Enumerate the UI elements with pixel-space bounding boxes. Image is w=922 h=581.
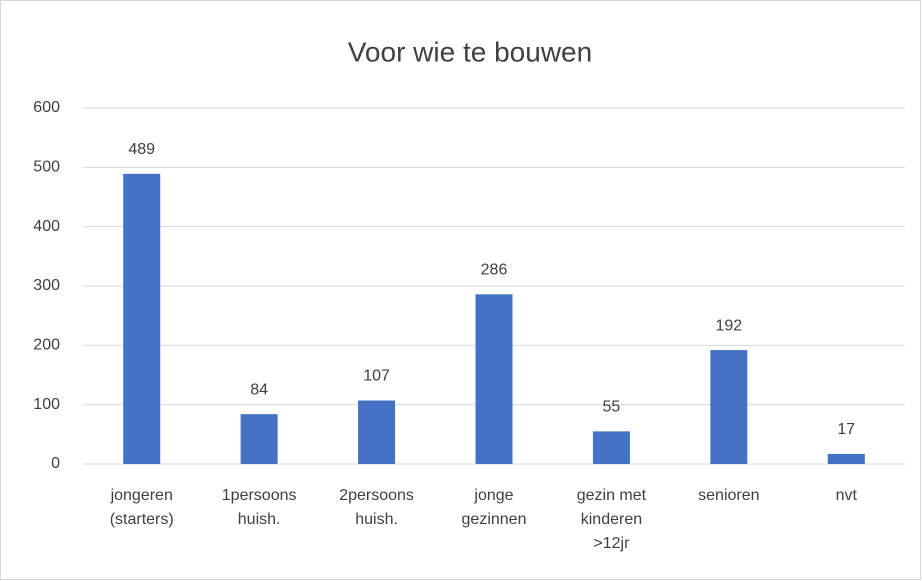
- x-tick-label: jonge gezinnen: [462, 487, 527, 528]
- x-tick-label: 2persoons huish.: [339, 487, 414, 528]
- x-tick-label: senioren: [698, 487, 759, 504]
- x-tick-label: 1persoons huish.: [222, 487, 297, 528]
- data-label: 489: [128, 141, 155, 158]
- x-tick-label: nvt: [836, 487, 858, 504]
- bar: [358, 400, 396, 464]
- data-label: 17: [837, 421, 855, 438]
- y-tick-label: 400: [33, 218, 60, 235]
- data-label: 286: [481, 262, 508, 279]
- data-label: 84: [250, 381, 268, 398]
- y-tick-label: 200: [33, 337, 60, 354]
- y-tick-label: 600: [33, 99, 60, 116]
- bar: [710, 350, 748, 464]
- bar: [592, 431, 630, 464]
- bar: [827, 453, 865, 464]
- chart-title: Voor wie te bouwen: [348, 36, 592, 67]
- y-tick-label: 100: [33, 396, 60, 413]
- x-tick-label: gezin met kinderen >12jr: [577, 487, 647, 552]
- bar: [240, 414, 278, 464]
- y-tick-label: 300: [33, 277, 60, 294]
- data-label: 55: [603, 399, 621, 416]
- y-tick-label: 500: [33, 159, 60, 176]
- data-label: 192: [716, 317, 743, 334]
- x-tick-label: jongeren (starters): [110, 487, 174, 528]
- bar: [123, 173, 161, 465]
- bar: [475, 294, 513, 464]
- y-tick-label: 0: [51, 455, 60, 472]
- data-label: 107: [363, 368, 390, 385]
